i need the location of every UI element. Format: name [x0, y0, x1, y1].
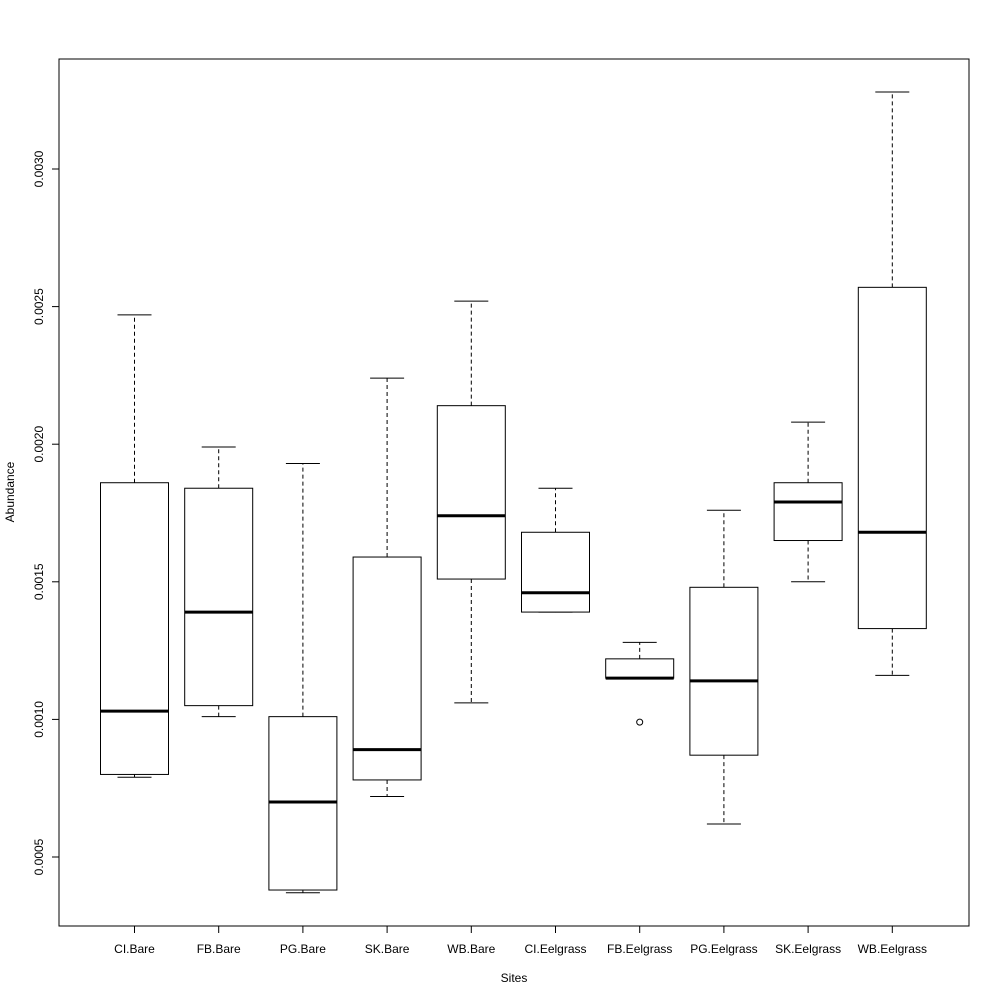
y-axis-title: Abundance [3, 461, 17, 522]
x-tick-label: FB.Eelgrass [607, 942, 672, 956]
box-iqr [689, 586, 759, 756]
box-iqr [521, 531, 590, 613]
box-group [605, 641, 675, 726]
x-tick-label: FB.Bare [197, 942, 241, 956]
box-iqr [352, 556, 422, 781]
y-tick-label: 0.0010 [32, 701, 46, 738]
y-tick-label: 0.0025 [32, 288, 46, 325]
box-group [521, 487, 590, 613]
y-axis: 0.0005 0.0010 0.0015 0.0020 0.0025 0.0030 [32, 150, 60, 875]
box-iqr [100, 482, 169, 775]
y-tick-label: 0.0030 [32, 150, 46, 187]
y-tick-label: 0.0015 [32, 563, 46, 600]
box-group [352, 377, 422, 797]
x-tick-label: SK.Bare [365, 942, 410, 956]
box-iqr [436, 405, 506, 580]
y-tick-label: 0.0020 [32, 426, 46, 463]
box-group [100, 314, 169, 778]
x-axis-title: Sites [501, 971, 528, 985]
box-iqr [773, 482, 843, 542]
boxes-layer [100, 91, 927, 894]
box-group [689, 509, 759, 825]
x-tick-label: CI.Bare [114, 942, 155, 956]
box-group [773, 421, 843, 583]
x-tick-label: SK.Eelgrass [775, 942, 841, 956]
outlier-point [636, 718, 644, 726]
box-group [184, 446, 254, 718]
x-axis: CI.Bare FB.Bare PG.Bare SK.Bare WB.Bare CI.Ee… [114, 925, 927, 956]
box-group [857, 91, 927, 676]
box-iqr [857, 286, 927, 630]
x-tick-label: PG.Bare [280, 942, 326, 956]
box-iqr [184, 487, 254, 707]
box-iqr [605, 658, 675, 679]
y-tick-label: 0.0005 [32, 838, 46, 875]
box-group [436, 300, 506, 704]
x-tick-label: PG.Eelgrass [690, 942, 757, 956]
box-group [268, 462, 338, 894]
x-tick-label: CI.Eelgrass [524, 942, 586, 956]
x-tick-label: WB.Eelgrass [858, 942, 927, 956]
x-tick-label: WB.Bare [447, 942, 495, 956]
